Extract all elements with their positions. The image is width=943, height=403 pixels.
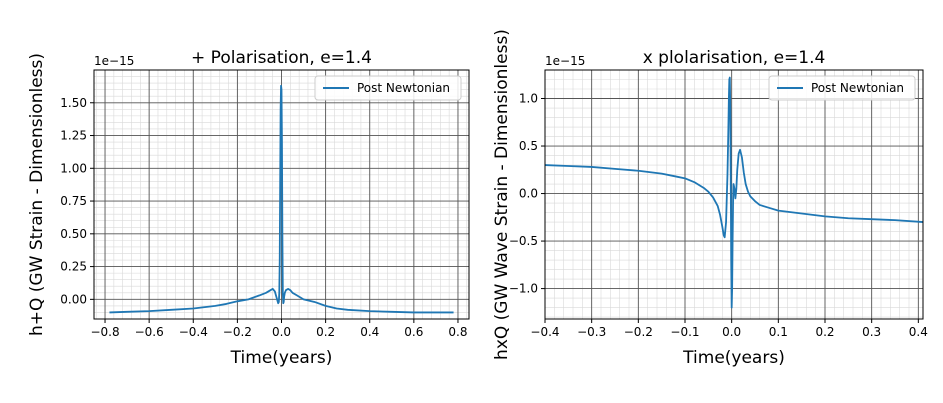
series-post-newtonian	[544, 76, 924, 309]
chart-title: + Polarisation, e=1.4	[191, 48, 372, 68]
y-tick-label: −1.0	[509, 282, 538, 296]
x-tick-label: 0.4	[909, 325, 928, 339]
x-axis-ticks: −0.8 −0.6 −0.4 −0.2 0.0 0.2 0.4 0.6 0.8	[90, 319, 468, 339]
x-tick-label: −0.4	[179, 325, 208, 339]
legend: Post Newtonian	[768, 75, 916, 101]
legend-box	[768, 75, 916, 101]
y-axis-label: h+Q (GW Strain - Dimensionless)	[27, 53, 47, 336]
y-tick-label: 0.00	[60, 292, 87, 306]
legend-box	[314, 75, 462, 101]
legend-label: Post Newtonian	[811, 81, 904, 95]
x-tick-label: 0.6	[404, 325, 423, 339]
x-tick-label: −0.2	[223, 325, 252, 339]
legend-label: Post Newtonian	[357, 81, 450, 95]
axis-offset-text: 1e−15	[545, 54, 585, 68]
x-tick-label: 0.1	[769, 325, 788, 339]
x-tick-label: −0.8	[90, 325, 119, 339]
x-tick-label: 0.0	[722, 325, 741, 339]
y-tick-label: 0.50	[60, 227, 87, 241]
chart-title: x plolarisation, e=1.4	[643, 48, 826, 68]
x-tick-label: −0.4	[530, 325, 559, 339]
x-axis-label: Time(years)	[682, 348, 785, 368]
x-axis-ticks: −0.4 −0.3 −0.2 −0.1 0.0 0.1 0.2 0.3 0.4	[530, 319, 928, 339]
plot-frame	[544, 69, 924, 320]
y-tick-label: 0.5	[519, 139, 538, 153]
y-tick-label: −0.5	[509, 234, 538, 248]
y-tick-label: 0.25	[60, 260, 87, 274]
series-line	[544, 76, 924, 309]
y-axis-ticks: −1.0 −0.5 0.0 0.5 1.0	[509, 92, 545, 296]
y-axis-label: hxQ (GW Wave Strain - Dimensionless)	[492, 29, 512, 360]
x-tick-label: 0.8	[448, 325, 467, 339]
x-tick-label: −0.2	[624, 325, 653, 339]
x-axis-label: Time(years)	[230, 348, 333, 368]
chart-x-polarisation: −0.4 −0.3 −0.2 −0.1 0.0 0.1 0.2 0.3 0.4 −1.0 −0.5…	[492, 29, 928, 368]
y-tick-label: 0.75	[60, 194, 87, 208]
y-tick-label: 1.50	[60, 96, 87, 110]
x-tick-label: −0.3	[577, 325, 606, 339]
series-line	[109, 84, 454, 314]
legend: Post Newtonian	[314, 75, 462, 101]
series-post-newtonian	[109, 84, 454, 314]
y-tick-label: 1.00	[60, 161, 87, 175]
grid	[544, 69, 923, 319]
y-tick-label: 1.25	[60, 129, 87, 143]
x-tick-label: −0.6	[135, 325, 164, 339]
x-tick-label: 0.0	[272, 325, 291, 339]
axis-offset-text: 1e−15	[94, 54, 134, 68]
x-tick-label: −0.1	[670, 325, 699, 339]
x-tick-label: 0.3	[862, 325, 881, 339]
x-tick-label: 0.2	[815, 325, 834, 339]
x-tick-label: 0.4	[360, 325, 379, 339]
y-tick-label: 0.0	[519, 187, 538, 201]
x-tick-label: 0.2	[316, 325, 335, 339]
y-axis-ticks: 0.00 0.25 0.50 0.75 1.00 1.25 1.50	[60, 96, 94, 306]
y-tick-label: 1.0	[519, 92, 538, 106]
chart-plus-polarisation: −0.8 −0.6 −0.4 −0.2 0.0 0.2 0.4 0.6 0.8 0.00 0.25…	[27, 48, 470, 368]
